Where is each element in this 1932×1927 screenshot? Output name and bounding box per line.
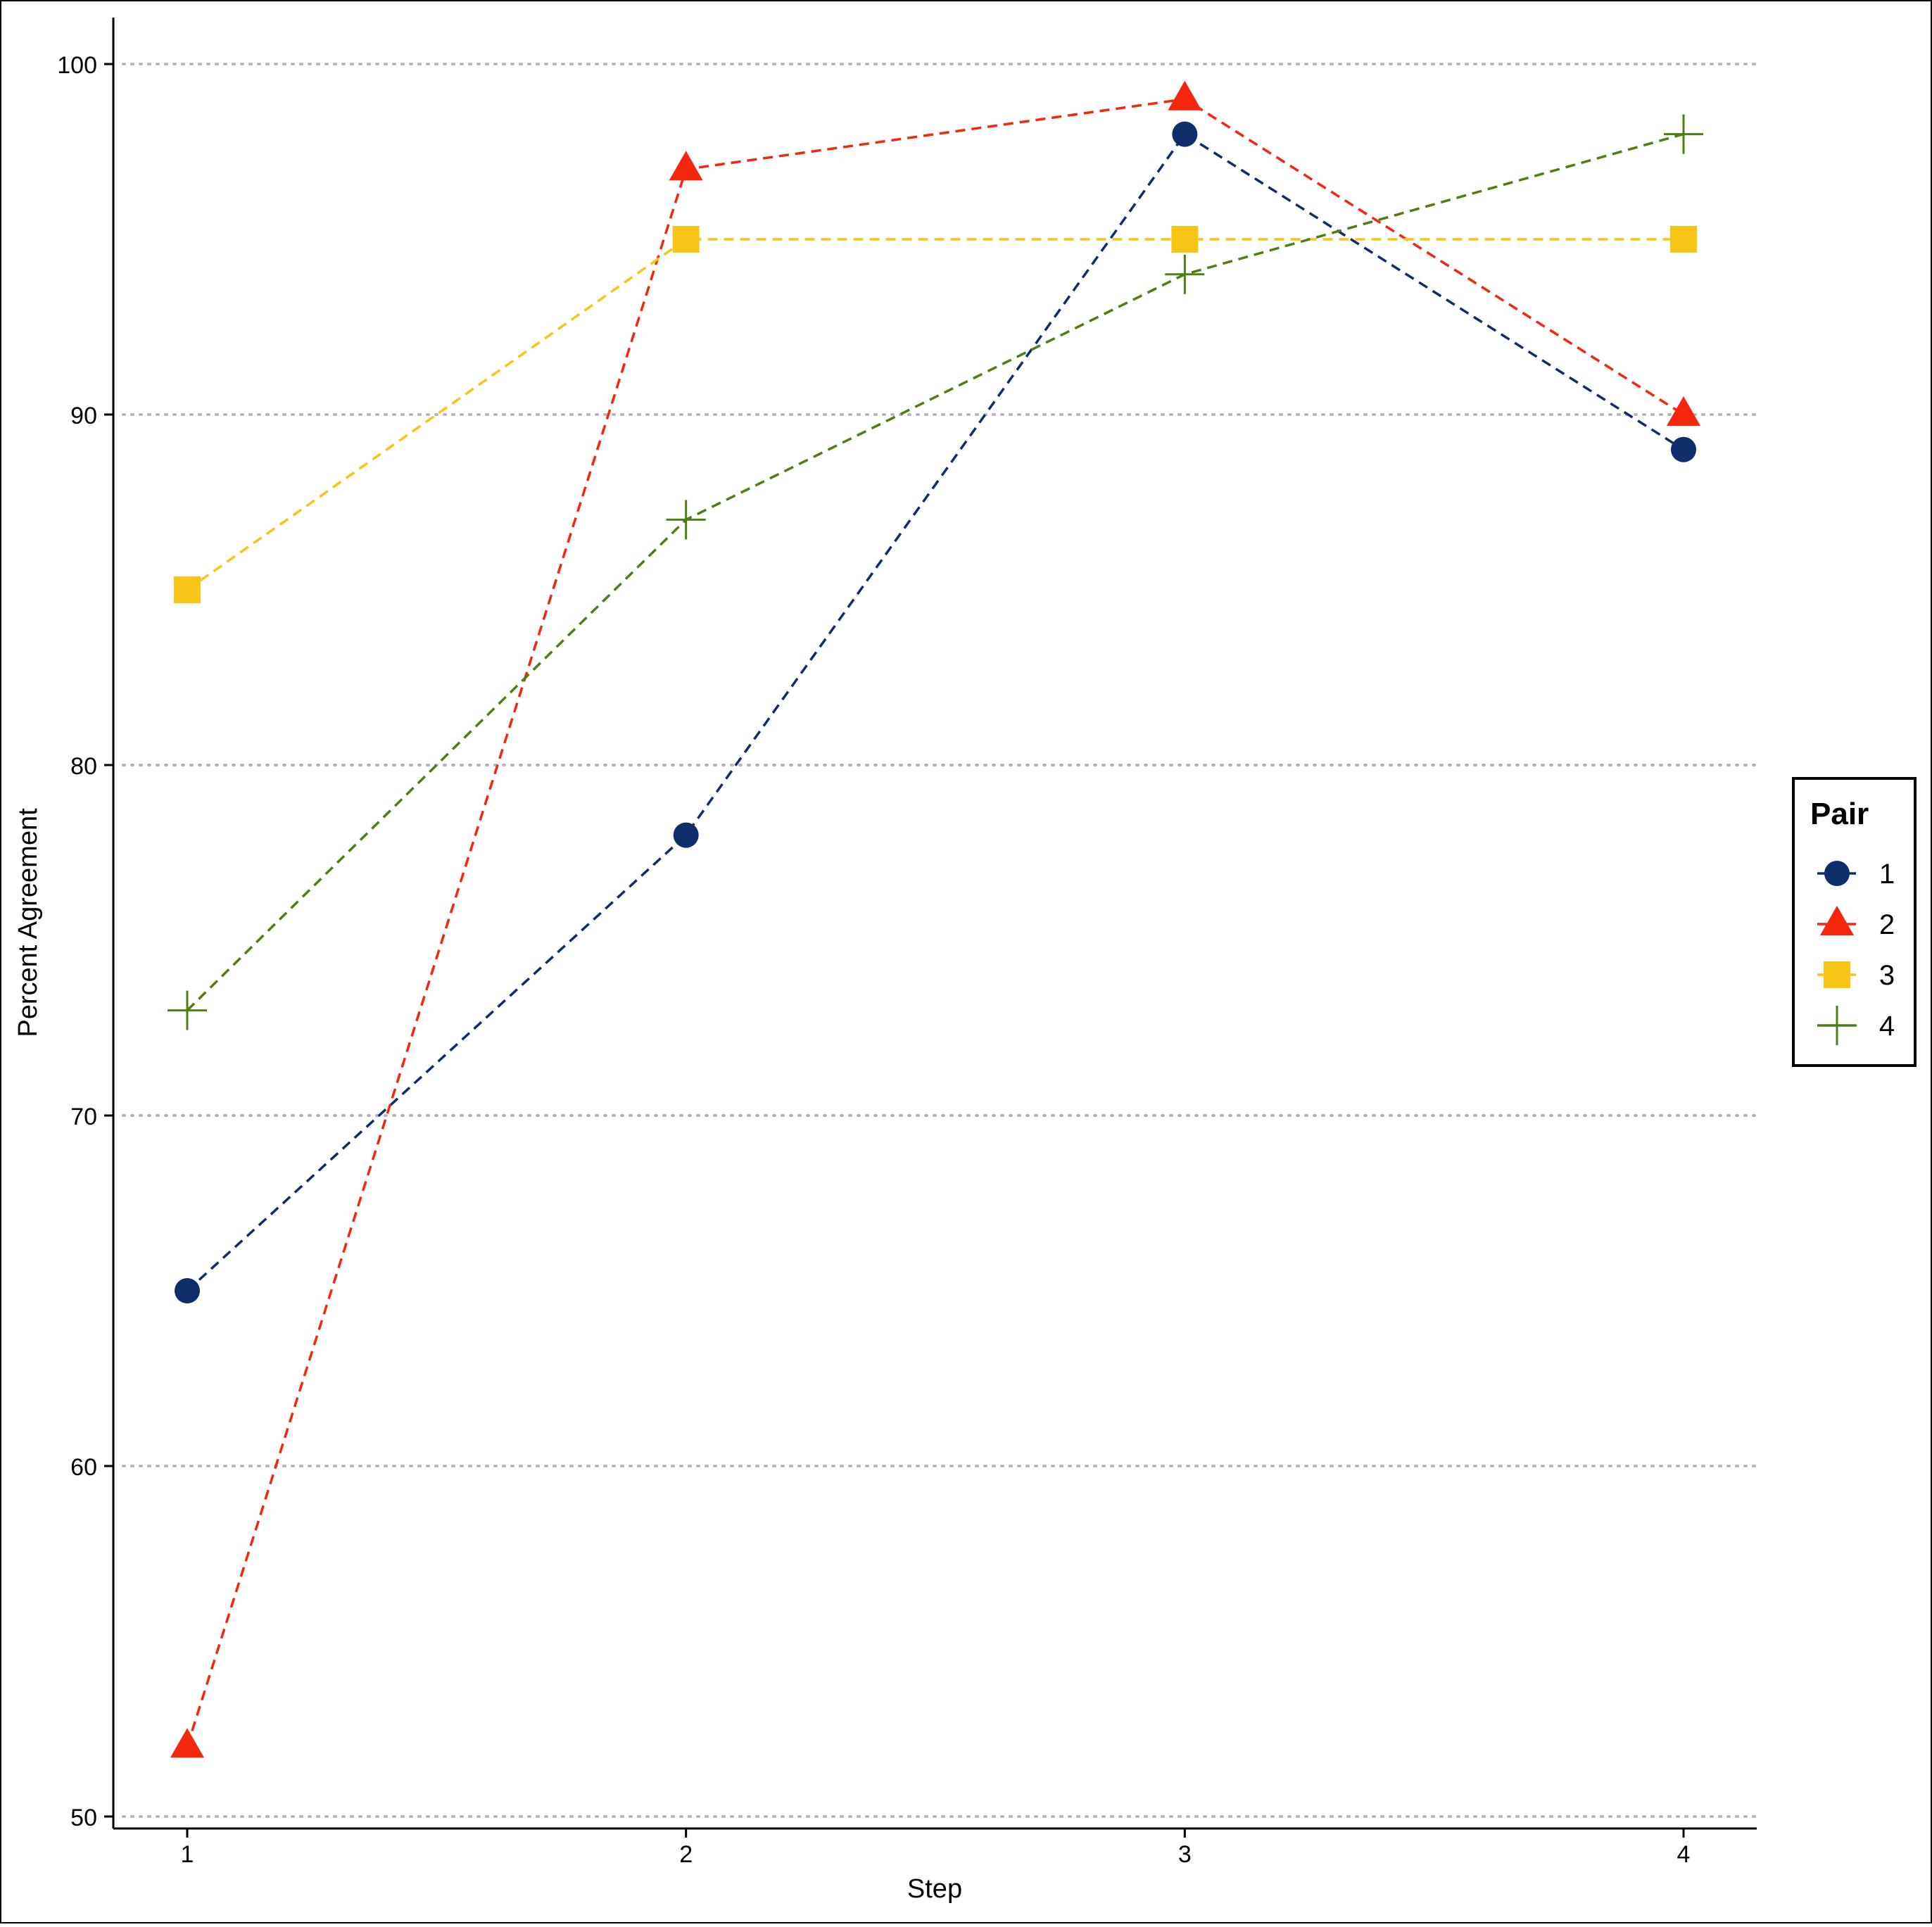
grid-layer: [122, 63, 1758, 1818]
y-ticks: 50 60 70 80 90 100: [57, 52, 113, 1831]
data-point-plus: [168, 990, 207, 1030]
x-tick-label: 4: [1677, 1841, 1691, 1868]
series-3: [174, 226, 1697, 603]
y-tick-label: 80: [70, 753, 97, 780]
x-tick-label: 3: [1178, 1841, 1192, 1868]
legend-label: 1: [1879, 859, 1895, 890]
axis-layer: 50 60 70 80 90 100 1 2 3 4 Step Percent Agreemen…: [13, 18, 1757, 1904]
data-point-plus: [666, 500, 706, 540]
legend-item-2: 2: [1817, 905, 1895, 940]
x-ticks: 1 2 3 4: [181, 1828, 1691, 1868]
series-4: [168, 114, 1703, 1030]
legend-item-3: 3: [1817, 960, 1895, 991]
y-tick-label: 90: [70, 403, 97, 429]
x-axis-label: Step: [907, 1874, 962, 1904]
data-point-square: [1670, 226, 1697, 253]
legend-label: 2: [1879, 909, 1895, 940]
legend: Pair 1 2 3 4: [1792, 777, 1917, 1067]
legend-marker-circle: [1824, 861, 1850, 886]
data-point-circle: [673, 822, 699, 848]
data-point-triangle: [1667, 396, 1700, 426]
data-point-square: [1171, 226, 1199, 253]
series-line-1: [186, 132, 1684, 1292]
series-2: [170, 80, 1700, 1758]
legend-marker-plus: [1817, 1006, 1857, 1045]
data-point-triangle: [669, 151, 703, 181]
legend-item-4: 4: [1817, 1006, 1895, 1045]
legend-items: 1 2 3 4: [1817, 859, 1895, 1045]
y-axis-label: Percent Agreement: [13, 808, 43, 1037]
y-tick-label: 60: [70, 1454, 97, 1481]
y-tick-label: 100: [57, 52, 97, 79]
data-point-square: [672, 226, 700, 253]
legend-label: 3: [1879, 960, 1895, 991]
y-tick-label: 70: [70, 1104, 97, 1130]
data-point-triangle: [1168, 80, 1202, 110]
data-point-circle: [1172, 121, 1198, 147]
legend-title: Pair: [1810, 797, 1869, 831]
legend-item-1: 1: [1817, 859, 1895, 890]
data-point-circle: [1671, 436, 1696, 462]
series-line-3: [186, 238, 1684, 591]
data-point-triangle: [170, 1728, 204, 1758]
legend-marker-triangle: [1820, 905, 1854, 935]
legend-label: 4: [1879, 1011, 1895, 1042]
series-layer: [168, 80, 1703, 1758]
data-point-plus: [1165, 254, 1205, 294]
data-point-circle: [175, 1278, 200, 1303]
data-point-square: [174, 576, 201, 603]
series-1: [175, 121, 1696, 1303]
legend-box: [1792, 777, 1917, 1067]
series-line-2: [186, 97, 1684, 1747]
series-line-4: [186, 132, 1684, 1011]
legend-marker-square: [1824, 961, 1850, 988]
data-point-plus: [1664, 114, 1703, 154]
x-tick-label: 1: [181, 1841, 194, 1868]
y-tick-label: 50: [70, 1805, 97, 1831]
x-tick-label: 2: [679, 1841, 693, 1868]
